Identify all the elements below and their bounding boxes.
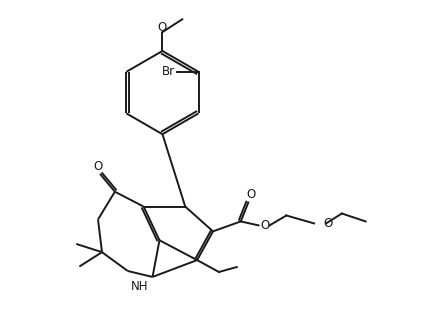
Text: O: O	[246, 188, 255, 201]
Text: NH: NH	[131, 280, 149, 293]
Text: O: O	[158, 21, 167, 34]
Text: O: O	[93, 161, 103, 173]
Text: O: O	[323, 217, 333, 230]
Text: O: O	[260, 219, 269, 232]
Text: Br: Br	[161, 65, 175, 78]
